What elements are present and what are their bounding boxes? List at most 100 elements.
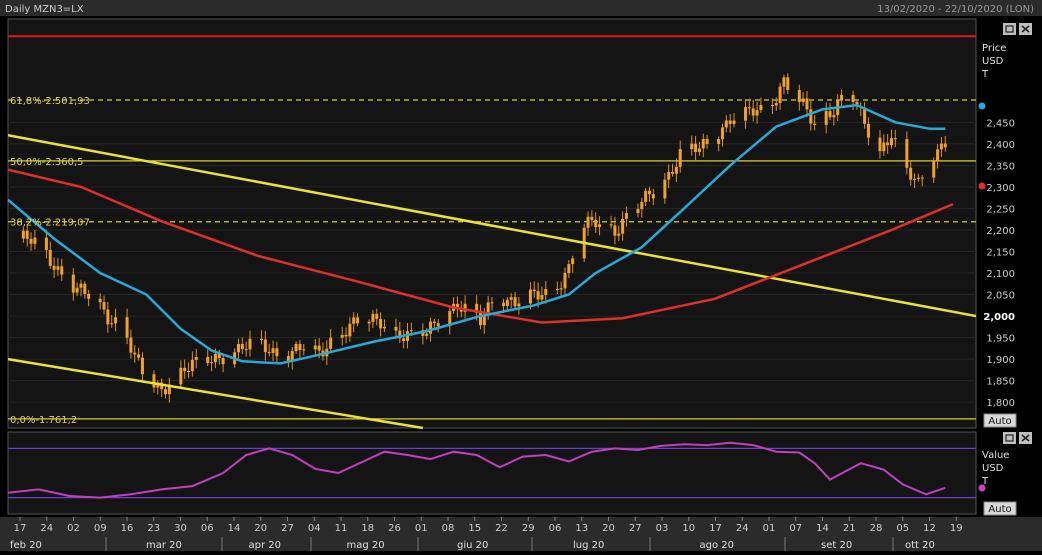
candle-body: [114, 317, 118, 324]
price-close-button[interactable]: [1019, 23, 1032, 35]
candle-body: [21, 230, 25, 239]
candle-body: [747, 107, 751, 109]
candle-body: [478, 312, 482, 326]
sma-fast-line: [7, 103, 946, 365]
candle-body: [60, 266, 64, 275]
fib-label: 38,2%-2.219,07: [10, 218, 90, 229]
indicator-plot-area[interactable]: [7, 431, 977, 515]
candle-body: [275, 348, 279, 357]
candle-body: [824, 110, 828, 125]
x-tick-label: 30: [174, 523, 187, 534]
fib-label: 0,0%-1.761,2: [10, 415, 77, 426]
candle-body: [540, 295, 544, 300]
x-tick-label: 29: [522, 523, 535, 534]
x-tick-label: 13: [575, 523, 588, 534]
x-tick-label: 17: [709, 523, 722, 534]
candle-body: [187, 371, 191, 373]
fib-label: 61,8%-2.501,93: [10, 96, 90, 107]
candle-body: [398, 330, 402, 339]
candle-body: [809, 109, 813, 124]
x-tick-label: 26: [388, 523, 401, 534]
candle-body: [567, 264, 571, 274]
x-tick-label: 24: [736, 523, 749, 534]
candle-body: [29, 238, 33, 244]
indicator-close-button[interactable]: [1019, 432, 1032, 444]
x-tick-label: 19: [950, 523, 963, 534]
candle-body: [943, 143, 947, 148]
candle-body: [624, 213, 628, 219]
candle-body: [486, 302, 490, 316]
candle-body: [782, 77, 786, 87]
fib-label: 50,0%-2.360,5: [10, 157, 84, 168]
trendline: [7, 134, 977, 318]
candle-body: [290, 351, 294, 362]
candle-body: [667, 171, 671, 180]
candle-body: [190, 359, 194, 372]
x-tick-label: 06: [201, 523, 214, 534]
candle-body: [728, 120, 732, 124]
price-auto-button[interactable]: Auto: [983, 413, 1017, 428]
candle-body: [751, 108, 755, 116]
candle-body: [455, 303, 459, 309]
candle-body: [651, 194, 655, 199]
candle-body: [505, 299, 509, 307]
candle-body: [87, 293, 91, 299]
candle-body: [644, 190, 648, 202]
trendline: [7, 357, 424, 430]
candle-body: [878, 137, 882, 152]
x-tick-label: 01: [415, 523, 428, 534]
candle-body: [409, 330, 413, 332]
candle-body: [598, 224, 602, 228]
candle-body: [402, 338, 406, 342]
candle-body: [244, 349, 248, 351]
candle-body: [509, 297, 513, 300]
candle-body: [375, 313, 379, 319]
candle-body: [502, 302, 506, 307]
candle-body: [448, 310, 452, 327]
x-tick-label: 06: [549, 523, 562, 534]
candle-body: [248, 338, 252, 350]
candle-body: [555, 289, 559, 291]
x-tick-label: 16: [121, 523, 134, 534]
candle-body: [774, 102, 778, 106]
price-restore-button[interactable]: [1003, 23, 1016, 35]
price-tick-label: 2,000: [983, 312, 1015, 323]
candle-body: [459, 308, 463, 312]
candle-body: [329, 337, 333, 349]
month-label: set 20: [821, 540, 852, 551]
indicator-line: [7, 441, 946, 499]
candle-body: [832, 115, 836, 118]
indicator-auto-button[interactable]: Auto: [983, 501, 1017, 516]
indicator-marker: [978, 484, 986, 492]
candle-body: [71, 274, 75, 293]
price-auto-label: Auto: [988, 416, 1011, 427]
candle-body: [513, 297, 517, 307]
price-plot-area[interactable]: [7, 18, 977, 429]
candle-body: [744, 107, 748, 121]
sma-fast-marker: [978, 102, 986, 110]
candle-body: [840, 94, 844, 101]
sma-slow-marker: [978, 182, 986, 190]
candle-body: [75, 287, 79, 293]
price-tick-label: 2,350: [986, 161, 1015, 172]
candle-body: [210, 362, 214, 364]
candle-body: [882, 142, 886, 152]
candle-body: [916, 177, 920, 179]
candle-body: [152, 374, 156, 388]
candle-body: [594, 219, 598, 228]
candle-body: [83, 283, 87, 294]
candle-body: [863, 107, 867, 124]
candle-body: [617, 233, 621, 236]
price-tick-label: 1,800: [986, 398, 1015, 409]
candle-body: [133, 352, 137, 355]
candle-body: [110, 323, 114, 325]
candle-body: [636, 209, 640, 214]
x-tick-label: 11: [335, 523, 348, 534]
candle-body: [586, 216, 590, 228]
candle-body: [286, 356, 290, 362]
candle-body: [563, 273, 567, 289]
indicator-restore-button[interactable]: [1003, 432, 1016, 444]
price-tick-label: 2,400: [986, 140, 1015, 151]
candle-body: [425, 333, 429, 336]
